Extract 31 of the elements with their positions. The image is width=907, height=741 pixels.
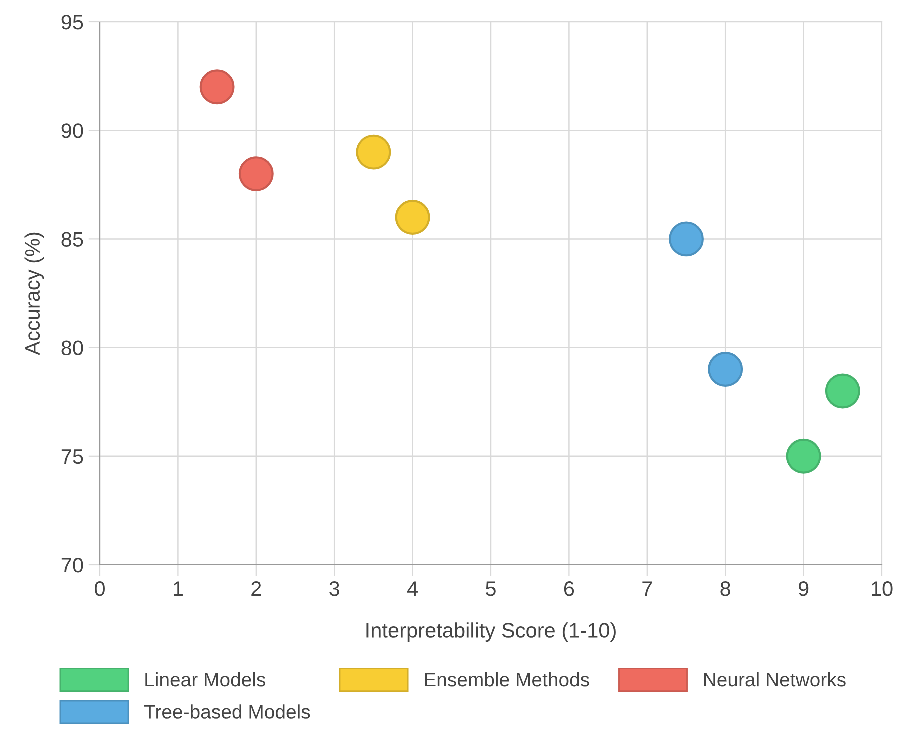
x-tick-label: 8 bbox=[720, 582, 730, 596]
point bbox=[786, 438, 822, 474]
x-tick-label: 9 bbox=[798, 582, 809, 596]
x-tick-label: 5 bbox=[486, 582, 496, 596]
y-tick-label: 75 bbox=[62, 450, 84, 464]
legend-label: Ensemble Methods bbox=[425, 672, 590, 687]
x-tick-label: 2 bbox=[252, 582, 262, 596]
y-tick-label: 95 bbox=[62, 15, 84, 30]
x-tick-label: 10 bbox=[872, 582, 893, 596]
y-axis-title: Accuracy (%) bbox=[24, 232, 44, 356]
point bbox=[669, 222, 704, 257]
legend-label: Tree-based Models bbox=[144, 704, 310, 719]
legend-label: Neural Networks bbox=[704, 672, 846, 687]
y-tick-label: 80 bbox=[62, 340, 84, 356]
legend-label: Linear Models bbox=[146, 672, 266, 687]
point bbox=[200, 70, 235, 105]
x-axis-title: Interpretability Score (1-10) bbox=[366, 622, 616, 642]
x-tick-label: 3 bbox=[330, 582, 340, 596]
y-tick-label: 70 bbox=[62, 558, 84, 573]
point bbox=[395, 200, 430, 235]
y-tick-label: 85 bbox=[62, 232, 84, 247]
x-tick-label: 0 bbox=[95, 582, 105, 596]
x-tick-label: 4 bbox=[407, 582, 418, 596]
point bbox=[825, 374, 860, 409]
point bbox=[238, 156, 274, 192]
x-tick-label: 1 bbox=[174, 582, 183, 596]
point bbox=[708, 352, 744, 387]
x-tick-label: 7 bbox=[642, 582, 652, 596]
x-tick-label: 6 bbox=[564, 582, 574, 596]
point bbox=[356, 134, 392, 170]
y-tick-label: 90 bbox=[62, 124, 84, 138]
